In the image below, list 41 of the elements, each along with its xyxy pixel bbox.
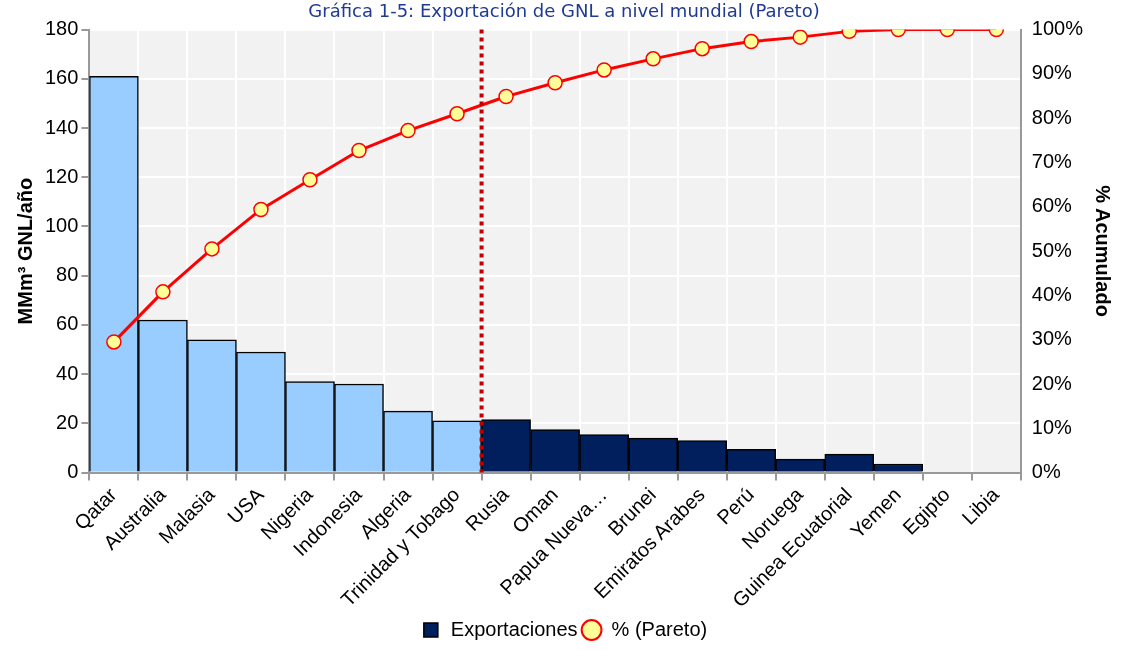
point	[645, 51, 661, 67]
point	[596, 62, 612, 78]
y2-tick-label: 100%	[1031, 17, 1084, 40]
y2-tick-label: 50%	[1031, 238, 1073, 261]
y2-tick-label: 0%	[1031, 460, 1061, 483]
y2-tick-label: 90%	[1031, 61, 1073, 84]
y-tick-label: 80	[56, 263, 79, 286]
point	[547, 75, 563, 91]
y-tick-label: 0	[67, 460, 79, 483]
point	[792, 29, 808, 45]
y2-axis-title: % Acumulado	[1092, 185, 1115, 317]
y2-tick-label: 80%	[1031, 105, 1073, 128]
y-tick-label: 20	[56, 410, 79, 433]
y2-tick-label: 20%	[1031, 371, 1073, 394]
point	[155, 284, 171, 300]
point	[351, 142, 367, 159]
y2-tick-label: 70%	[1031, 150, 1073, 173]
y2-tick-label: 10%	[1031, 415, 1073, 438]
point	[694, 40, 710, 57]
y-tick-label: 120	[44, 164, 79, 187]
y-tick-label: 160	[44, 66, 79, 89]
chart-title: Gráfica 1-5: Exportación de GNL a nivel mundial (Pareto)	[308, 0, 820, 22]
y-tick-label: 40	[56, 361, 79, 384]
legend-label: Exportaciones	[450, 617, 578, 640]
y2-tick-label: 40%	[1031, 282, 1073, 305]
y-tick-label: 180	[44, 17, 79, 40]
y-tick-label: 140	[44, 115, 79, 138]
point	[743, 33, 759, 50]
point	[498, 88, 514, 105]
y2-tick-label: 60%	[1031, 194, 1073, 217]
point	[204, 241, 220, 257]
point	[449, 106, 465, 122]
y-tick-label: 100	[44, 214, 79, 237]
point	[106, 334, 122, 350]
legend-label: % (Pareto)	[611, 617, 708, 640]
point	[400, 122, 416, 139]
y-axis-title: MMm³ GNL/año	[13, 177, 36, 325]
point	[253, 201, 269, 218]
point	[302, 172, 318, 188]
y2-tick-label: 30%	[1031, 327, 1073, 350]
y-tick-label: 60	[56, 312, 79, 335]
